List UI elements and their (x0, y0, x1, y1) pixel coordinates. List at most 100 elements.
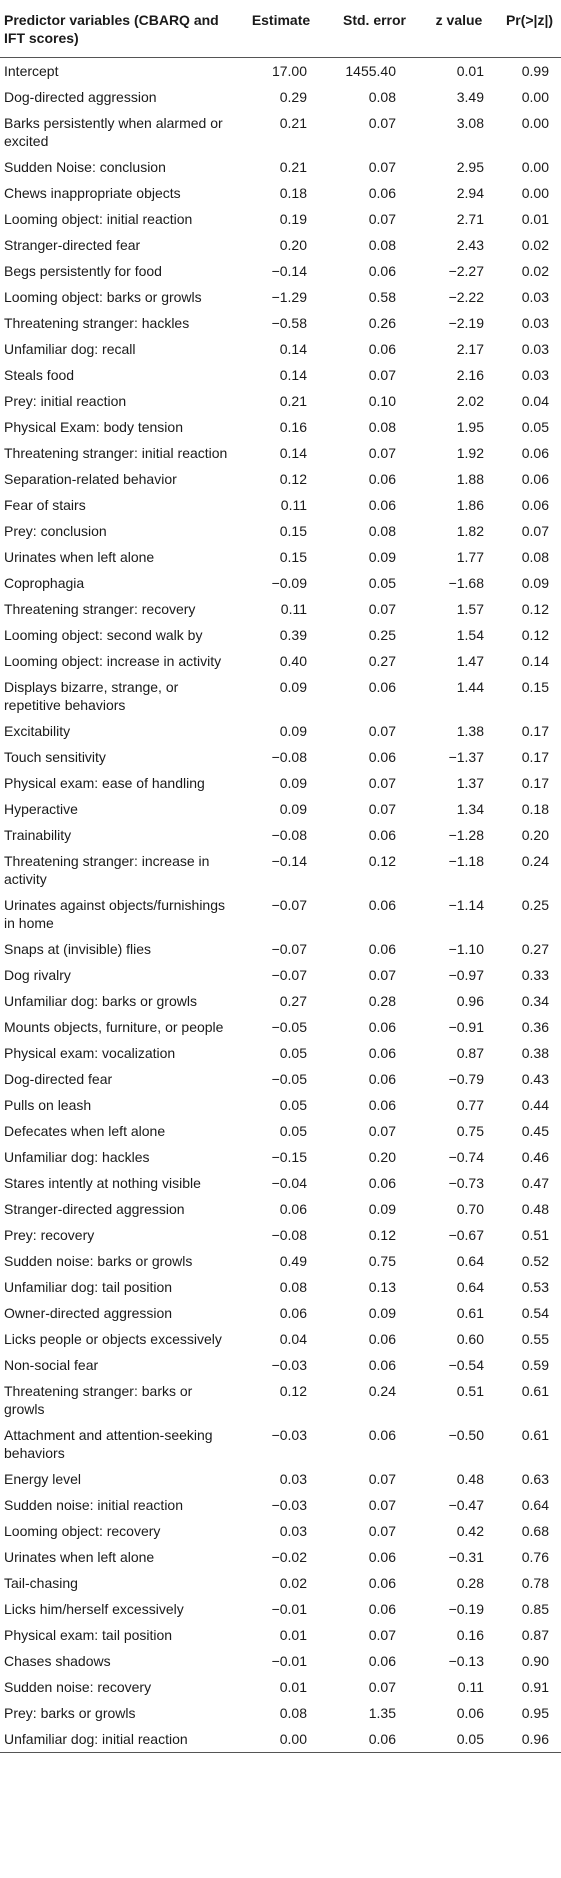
cell-predictor: Unfamiliar dog: hackles (4, 1149, 150, 1165)
cell-predictor: Physical Exam: body tension (4, 419, 183, 435)
cell-estimate: 0.14 (279, 341, 307, 357)
cell-estimate: −0.03 (271, 1357, 307, 1373)
cell-std-error: 0.06 (368, 749, 396, 765)
cell-predictor: Urinates when left alone (4, 549, 155, 565)
table-row: Sudden Noise: conclusion 0.21 0.07 2.95 0.00 (0, 154, 561, 180)
cell-p-value: 0.03 (521, 289, 549, 305)
cell-z-value: −1.68 (448, 575, 484, 591)
cell-p-value: 0.33 (521, 967, 549, 983)
cell-estimate: −0.03 (271, 1427, 307, 1443)
cell-z-value: 1.57 (456, 601, 484, 617)
cell-std-error: 0.09 (368, 1201, 396, 1217)
header-predictor: Predictor variables (CBARQ and IFT score… (0, 4, 233, 58)
table-row: Looming object: recovery 0.03 0.07 0.42 0.68 (0, 1518, 561, 1544)
cell-predictor: Threatening stranger: increase in activi… (4, 853, 210, 887)
cell-predictor: Sudden Noise: conclusion (4, 159, 166, 175)
cell-z-value: 2.95 (456, 159, 484, 175)
cell-std-error: 0.07 (368, 1679, 396, 1695)
cell-estimate: 0.27 (279, 993, 307, 1009)
cell-estimate: 0.15 (279, 549, 307, 565)
cell-std-error: 0.07 (368, 445, 396, 461)
cell-z-value: −1.14 (448, 897, 484, 913)
table-row: Pulls on leash 0.05 0.06 0.77 0.44 (0, 1092, 561, 1118)
cell-predictor: Trainability (4, 827, 72, 843)
cell-predictor: Stranger-directed aggression (4, 1201, 185, 1217)
header-std-error: Std. error (329, 4, 420, 58)
cell-p-value: 0.03 (521, 367, 549, 383)
cell-estimate: 0.03 (279, 1471, 307, 1487)
cell-p-value: 0.06 (521, 471, 549, 487)
cell-z-value: −1.28 (448, 827, 484, 843)
cell-predictor: Urinates when left alone (4, 1549, 155, 1565)
cell-z-value: −1.18 (448, 853, 484, 869)
cell-std-error: 0.06 (368, 1427, 396, 1443)
cell-predictor: Chases shadows (4, 1653, 111, 1669)
table-row: Displays bizarre, strange, or repetitive… (0, 674, 561, 718)
cell-estimate: −0.01 (271, 1653, 307, 1669)
cell-z-value: −1.10 (448, 941, 484, 957)
cell-estimate: 0.05 (279, 1123, 307, 1139)
cell-z-value: 0.51 (456, 1383, 484, 1399)
cell-estimate: 0.11 (280, 601, 307, 617)
cell-p-value: 0.48 (521, 1201, 549, 1217)
cell-p-value: 0.03 (521, 341, 549, 357)
cell-p-value: 0.02 (521, 263, 549, 279)
table-row: Defecates when left alone 0.05 0.07 0.75 0.4… (0, 1118, 561, 1144)
cell-estimate: 0.21 (279, 115, 307, 131)
cell-z-value: 0.48 (456, 1471, 484, 1487)
cell-p-value: 0.04 (521, 393, 549, 409)
cell-p-value: 0.17 (521, 723, 549, 739)
cell-std-error: 0.07 (368, 1471, 396, 1487)
table-row: Dog-directed aggression 0.29 0.08 3.49 0.00 (0, 84, 561, 110)
cell-p-value: 0.17 (521, 749, 549, 765)
cell-p-value: 0.38 (521, 1045, 549, 1061)
cell-std-error: 0.07 (368, 211, 396, 227)
cell-std-error: 0.09 (368, 1305, 396, 1321)
cell-predictor: Dog-directed fear (4, 1071, 113, 1087)
table-row: Threatening stranger: recovery 0.11 0.07 1.… (0, 596, 561, 622)
cell-std-error: 0.06 (368, 1331, 396, 1347)
cell-std-error: 0.07 (368, 1123, 396, 1139)
cell-p-value: 0.08 (521, 549, 549, 565)
cell-predictor: Prey: initial reaction (4, 393, 127, 409)
cell-std-error: 0.06 (368, 185, 396, 201)
header-estimate: Estimate (233, 4, 329, 58)
cell-z-value: −0.67 (448, 1227, 484, 1243)
cell-estimate: −0.03 (271, 1497, 307, 1513)
cell-z-value: 2.71 (456, 211, 484, 227)
cell-p-value: 0.05 (521, 419, 549, 435)
cell-predictor: Looming object: second walk by (4, 627, 203, 643)
cell-p-value: 0.78 (521, 1575, 549, 1591)
cell-p-value: 0.46 (521, 1149, 549, 1165)
cell-predictor: Tail-chasing (4, 1575, 78, 1591)
cell-estimate: 0.40 (279, 653, 307, 669)
cell-estimate: −0.04 (271, 1175, 307, 1191)
cell-p-value: 0.96 (498, 1726, 561, 1753)
cell-std-error: 0.06 (368, 1549, 396, 1565)
table-row: Touch sensitivity −0.08 0.06 −1.37 0.17 (0, 744, 561, 770)
header-p-value: Pr(>|z|) (498, 4, 561, 58)
table-row: Looming object: second walk by 0.39 0.25 1.… (0, 622, 561, 648)
cell-estimate: 0.05 (279, 1045, 307, 1061)
cell-p-value: 0.27 (521, 941, 549, 957)
cell-std-error: 0.07 (368, 115, 396, 131)
cell-estimate: 0.19 (279, 211, 307, 227)
cell-std-error: 0.13 (368, 1279, 396, 1295)
cell-std-error: 0.07 (368, 723, 396, 739)
cell-estimate: −0.15 (271, 1149, 307, 1165)
cell-estimate: 0.15 (279, 523, 307, 539)
table-body: Intercept 17.00 1455.40 0.01 0.99 Dog-directe… (0, 58, 561, 1753)
cell-predictor: Sudden noise: recovery (4, 1679, 152, 1695)
cell-estimate: −0.08 (271, 1227, 307, 1243)
cell-p-value: 0.07 (521, 523, 549, 539)
cell-predictor: Looming object: increase in activity (4, 653, 222, 669)
cell-predictor: Physical exam: tail position (4, 1627, 173, 1643)
cell-p-value: 0.12 (521, 627, 549, 643)
cell-z-value: 0.16 (456, 1627, 484, 1643)
cell-z-value: −0.13 (448, 1653, 484, 1669)
cell-std-error: 0.06 (368, 497, 396, 513)
cell-std-error: 0.06 (368, 1097, 396, 1113)
table-row: Sudden noise: initial reaction −0.03 0.07 −… (0, 1492, 561, 1518)
cell-predictor: Barks persistently when alarmed or excit… (4, 115, 223, 149)
cell-std-error: 0.08 (368, 419, 396, 435)
